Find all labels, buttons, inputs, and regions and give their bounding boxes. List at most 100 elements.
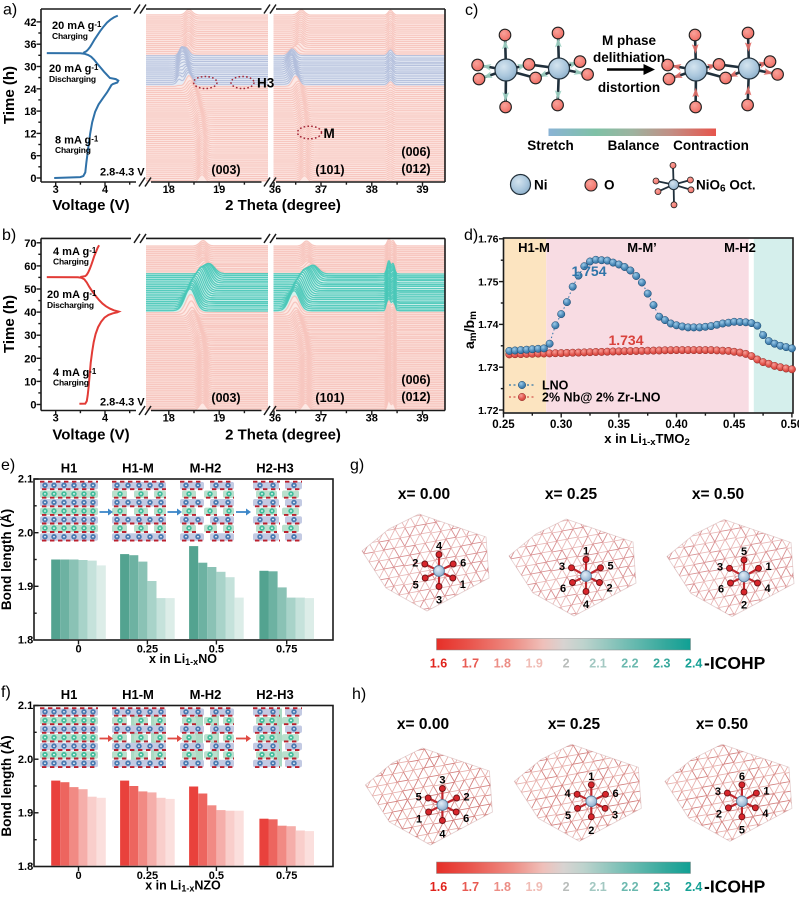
svg-text:1.8: 1.8 (494, 880, 511, 894)
svg-text:x= 0.00: x= 0.00 (397, 716, 449, 733)
svg-text:2.8-4.3 V: 2.8-4.3 V (100, 397, 145, 409)
svg-text:Time (h): Time (h) (1, 295, 18, 353)
svg-text:H3: H3 (257, 76, 275, 91)
svg-text:3: 3 (436, 595, 442, 607)
svg-text:2.1: 2.1 (18, 474, 33, 486)
svg-text:(003): (003) (211, 391, 240, 405)
svg-text:x in Li1-xTMO2: x in Li1-xTMO2 (604, 431, 689, 448)
svg-text:1.76: 1.76 (478, 234, 499, 246)
svg-text:NiO6 Oct.: NiO6 Oct. (696, 178, 756, 195)
svg-text:H1-M: H1-M (122, 687, 154, 702)
svg-text:0.35: 0.35 (608, 419, 631, 431)
svg-text:2: 2 (464, 792, 470, 804)
svg-text:O: O (604, 178, 615, 193)
svg-text:H1-M: H1-M (518, 240, 550, 255)
svg-text:1.734: 1.734 (608, 332, 643, 348)
svg-text:e): e) (1, 457, 15, 474)
svg-text:3: 3 (717, 561, 723, 573)
svg-text:19: 19 (213, 412, 225, 424)
svg-text:38: 38 (366, 184, 378, 196)
svg-text:M-H2: M-H2 (190, 461, 222, 476)
svg-text:2.1: 2.1 (589, 880, 606, 894)
svg-text:-ICOHP: -ICOHP (704, 653, 766, 673)
svg-text:0: 0 (30, 400, 36, 412)
svg-text:2: 2 (412, 558, 418, 570)
svg-text:1.9: 1.9 (526, 657, 543, 671)
svg-text:3: 3 (612, 809, 618, 821)
svg-text:50: 50 (24, 284, 36, 296)
svg-text:2.1: 2.1 (589, 657, 606, 671)
svg-text:3: 3 (53, 412, 59, 424)
svg-text:40: 40 (24, 307, 36, 319)
svg-text:H1-M: H1-M (122, 461, 154, 476)
svg-text:2.0: 2.0 (18, 527, 33, 539)
svg-text:0: 0 (75, 644, 81, 656)
svg-text:0.25: 0.25 (137, 644, 158, 656)
svg-text:0: 0 (75, 870, 81, 882)
svg-text:4: 4 (583, 599, 590, 611)
svg-text:37: 37 (315, 412, 327, 424)
svg-text:x= 0.25: x= 0.25 (548, 716, 601, 733)
svg-text:H1: H1 (61, 461, 78, 476)
svg-text:1.73: 1.73 (478, 362, 499, 374)
svg-text:24: 24 (24, 84, 37, 96)
svg-text:2.0: 2.0 (18, 754, 33, 766)
svg-text:6: 6 (463, 813, 469, 825)
svg-text:2: 2 (563, 880, 570, 894)
svg-text:g): g) (350, 457, 364, 474)
svg-text:2% Nb@ 2% Zr-LNO: 2% Nb@ 2% Zr-LNO (542, 391, 661, 405)
svg-text:Time (h): Time (h) (1, 66, 18, 124)
svg-text:1.8: 1.8 (18, 861, 33, 873)
svg-text:Charging: Charging (55, 145, 91, 155)
svg-text:4: 4 (764, 583, 771, 595)
svg-text:LNO: LNO (542, 379, 569, 393)
svg-text:6: 6 (739, 771, 745, 783)
svg-text:0.40: 0.40 (665, 419, 687, 431)
svg-text:5: 5 (413, 580, 419, 592)
svg-text:6: 6 (718, 584, 724, 596)
svg-text:Stretch: Stretch (527, 138, 574, 153)
svg-text:1: 1 (588, 771, 594, 783)
svg-text:6: 6 (460, 558, 466, 570)
svg-text:distortion: distortion (598, 80, 660, 95)
svg-text:2: 2 (741, 600, 747, 612)
svg-text:Charging: Charging (52, 31, 88, 41)
svg-text:1.6: 1.6 (430, 880, 447, 894)
svg-text:1.74: 1.74 (478, 319, 499, 331)
svg-text:H2-H3: H2-H3 (256, 687, 294, 702)
svg-text:Charging: Charging (53, 257, 89, 267)
svg-text:1.75: 1.75 (478, 276, 499, 288)
svg-text:1: 1 (765, 561, 771, 573)
svg-text:M-M’: M-M’ (627, 240, 657, 255)
svg-text:x= 0.00: x= 0.00 (398, 486, 450, 503)
svg-text:2: 2 (606, 583, 612, 595)
svg-text:19: 19 (213, 184, 225, 196)
svg-text:Bond length (Å): Bond length (Å) (0, 735, 14, 836)
svg-text:x in Li1-xNZO: x in Li1-xNZO (145, 879, 221, 894)
svg-text:2.1: 2.1 (18, 700, 33, 712)
svg-text:2.2: 2.2 (621, 657, 638, 671)
svg-text:39: 39 (416, 412, 428, 424)
svg-text:2 Theta (degree): 2 Theta (degree) (225, 427, 341, 444)
svg-text:18: 18 (24, 106, 36, 118)
svg-text:0.45: 0.45 (723, 419, 746, 431)
svg-text:0.75: 0.75 (276, 644, 297, 656)
svg-text:(012): (012) (401, 162, 430, 176)
svg-text:36: 36 (24, 39, 36, 51)
svg-text:38: 38 (366, 412, 378, 424)
svg-text:0.25: 0.25 (492, 419, 515, 431)
svg-text:30: 30 (24, 330, 36, 342)
svg-text:10: 10 (24, 376, 36, 388)
svg-text:(003): (003) (211, 163, 240, 177)
svg-text:1.9: 1.9 (18, 581, 33, 593)
svg-text:2 Theta (degree): 2 Theta (degree) (225, 197, 341, 214)
svg-text:1.9: 1.9 (526, 880, 543, 894)
svg-text:2.3: 2.3 (653, 880, 670, 894)
svg-text:2: 2 (588, 825, 594, 837)
svg-text:x= 0.25: x= 0.25 (545, 486, 598, 503)
svg-text:M: M (324, 126, 335, 141)
svg-text:M-H2: M-H2 (724, 240, 756, 255)
svg-text:5: 5 (741, 546, 747, 558)
svg-text:5: 5 (607, 560, 613, 572)
svg-text:4: 4 (762, 808, 769, 820)
